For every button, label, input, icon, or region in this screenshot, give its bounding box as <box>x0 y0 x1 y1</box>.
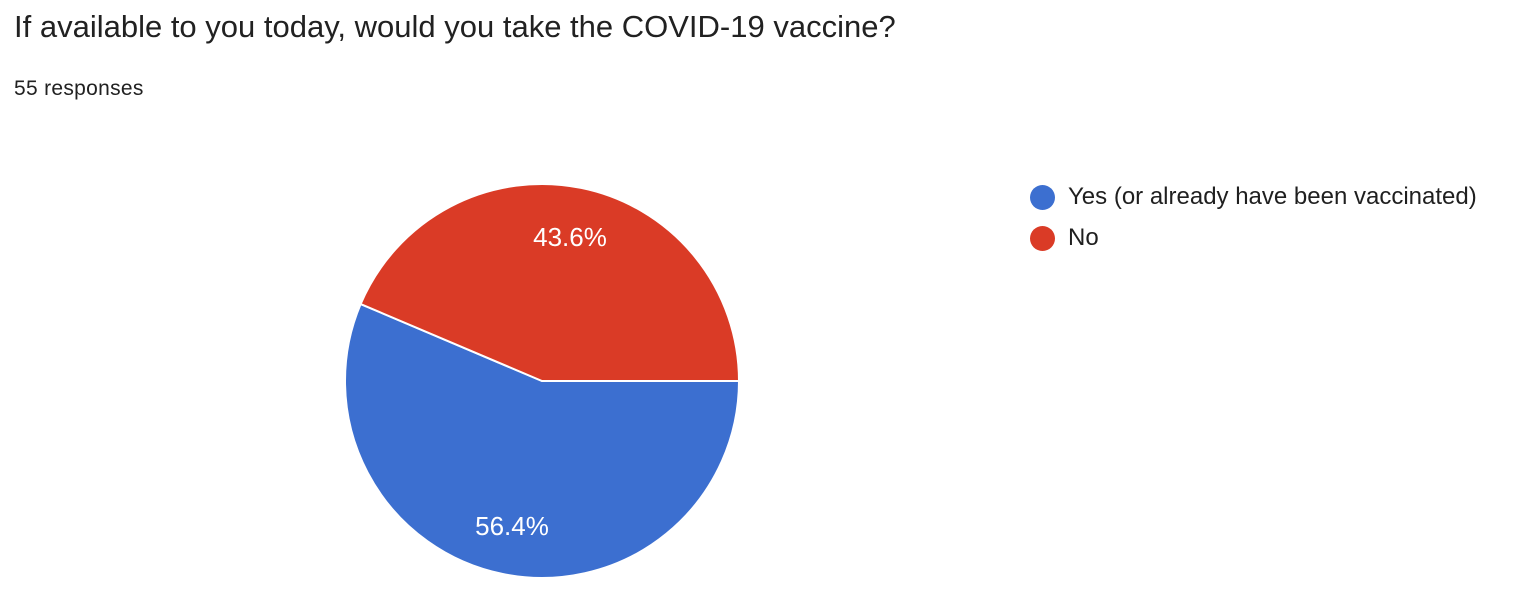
legend-swatch-yes <box>1030 184 1055 210</box>
legend-item-yes: Yes (or already have been vaccinated) <box>1030 183 1477 211</box>
pie-chart: 43.6% 56.4% <box>344 182 740 579</box>
pie-slice-label-no: 43.6% <box>533 222 607 252</box>
legend-swatch-no <box>1030 225 1055 251</box>
responses-count: 55 responses <box>14 77 144 100</box>
question-title: If available to you today, would you tak… <box>14 9 896 44</box>
pie-slice-yes[interactable] <box>344 303 740 579</box>
pie-slice-no[interactable] <box>359 182 740 382</box>
legend-label-yes: Yes (or already have been vaccinated) <box>1068 183 1477 210</box>
pie-slice-label-yes: 56.4% <box>475 511 549 541</box>
chart-legend: Yes (or already have been vaccinated) No <box>1030 183 1477 252</box>
legend-label-no: No <box>1068 224 1099 251</box>
legend-item-no: No <box>1030 224 1477 252</box>
